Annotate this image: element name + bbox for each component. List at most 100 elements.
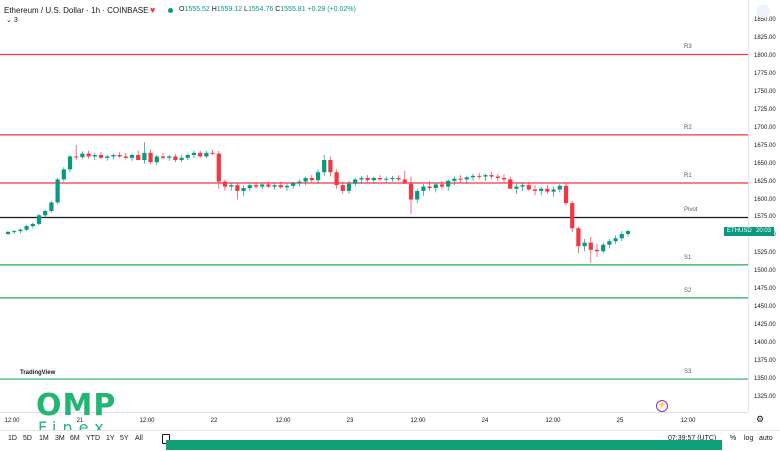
candle-body[interactable] (619, 233, 624, 239)
candle-body[interactable] (514, 186, 519, 189)
candle-body[interactable] (216, 153, 221, 182)
candle-body[interactable] (98, 155, 104, 158)
candle-body[interactable] (532, 189, 538, 191)
candle-body[interactable] (111, 155, 116, 157)
range-3m[interactable]: 3M (55, 435, 65, 442)
candle-body[interactable] (303, 177, 308, 182)
chart-menu-icon[interactable] (756, 4, 770, 18)
candle-body[interactable] (5, 231, 11, 234)
candle-body[interactable] (520, 185, 525, 187)
candle-body[interactable] (334, 172, 339, 186)
candle-body[interactable] (136, 155, 141, 161)
price-axis[interactable]: 1850.00 1825.00 1800.00 1775.00 1750.00 1725.… (748, 0, 780, 412)
candle-body[interactable] (142, 152, 147, 161)
range-5d[interactable]: 5D (23, 435, 32, 442)
range-5y[interactable]: 5Y (120, 435, 129, 442)
candle-body[interactable] (433, 184, 438, 189)
candle-body[interactable] (607, 241, 612, 245)
candle-body[interactable] (117, 155, 122, 157)
candle-body[interactable] (508, 179, 513, 189)
range-ytd[interactable]: YTD (86, 435, 100, 442)
candle-body[interactable] (359, 177, 364, 180)
candle-body[interactable] (613, 238, 618, 242)
candle-body[interactable] (92, 155, 97, 157)
candle-body[interactable] (495, 176, 500, 178)
candle-body[interactable] (315, 172, 321, 181)
candle-body[interactable] (551, 189, 556, 192)
candle-body[interactable] (129, 155, 135, 158)
candle-body[interactable] (43, 211, 48, 216)
candle-body[interactable] (446, 180, 451, 187)
candle-body[interactable] (346, 183, 352, 191)
candle-body[interactable] (625, 231, 631, 234)
range-1y[interactable]: 1Y (106, 435, 115, 442)
candle-body[interactable] (167, 156, 172, 158)
candle-body[interactable] (489, 175, 494, 177)
gear-icon[interactable]: ⚙ (756, 414, 765, 424)
candle-body[interactable] (210, 152, 215, 154)
candle-body[interactable] (80, 153, 85, 158)
candle-body[interactable] (483, 175, 488, 177)
candle-body[interactable] (594, 249, 600, 252)
candle-body[interactable] (61, 169, 66, 180)
candle-body[interactable] (557, 185, 562, 190)
candle-body[interactable] (501, 177, 507, 180)
percent-toggle[interactable]: % (730, 435, 737, 442)
candle-body[interactable] (86, 153, 91, 157)
candle-body[interactable] (229, 185, 234, 187)
clock-readout[interactable]: 07:39:57 (UTC) (668, 435, 717, 442)
candle-body[interactable] (191, 152, 197, 156)
candle-body[interactable] (545, 188, 550, 192)
bolt-icon[interactable]: ⚡ (656, 400, 668, 412)
candle-body[interactable] (179, 157, 184, 161)
candle-body[interactable] (198, 152, 203, 157)
candle-body[interactable] (570, 203, 575, 229)
candle-body[interactable] (309, 177, 314, 181)
candle-body[interactable] (235, 185, 240, 191)
candle-body[interactable] (123, 156, 128, 158)
indicator-toggle[interactable]: ⌄ 3 (6, 17, 18, 24)
candle-body[interactable] (328, 160, 333, 173)
candle-body[interactable] (173, 156, 178, 161)
candle-body[interactable] (427, 186, 432, 189)
candle-body[interactable] (154, 156, 159, 163)
candle-body[interactable] (105, 156, 110, 158)
range-1d[interactable]: 1D (8, 435, 17, 442)
candle-body[interactable] (539, 188, 544, 191)
range-1m[interactable]: 1M (39, 435, 49, 442)
candle-body[interactable] (464, 177, 469, 180)
candle-body[interactable] (421, 186, 426, 191)
candle-body[interactable] (297, 181, 302, 184)
candle-body[interactable] (526, 185, 531, 190)
price-chart[interactable] (0, 0, 748, 412)
candle-body[interactable] (260, 184, 265, 187)
candle-body[interactable] (322, 160, 327, 173)
candle-body[interactable] (18, 229, 23, 232)
candle-body[interactable] (241, 188, 246, 191)
candle-body[interactable] (371, 177, 376, 181)
candle-body[interactable] (588, 242, 593, 250)
range-all[interactable]: All (135, 435, 143, 442)
candle-body[interactable] (272, 185, 277, 187)
candle-body[interactable] (452, 178, 457, 181)
candle-body[interactable] (384, 178, 389, 180)
candle-body[interactable] (222, 181, 228, 187)
candle-body[interactable] (12, 231, 17, 233)
candle-body[interactable] (402, 179, 407, 184)
candle-body[interactable] (439, 184, 445, 187)
candle-body[interactable] (204, 152, 209, 157)
candle-body[interactable] (563, 185, 569, 204)
candle-body[interactable] (266, 184, 271, 187)
candle-body[interactable] (353, 179, 358, 184)
candle-body[interactable] (415, 190, 420, 200)
candle-body[interactable] (160, 156, 166, 158)
candle-body[interactable] (67, 156, 73, 170)
auto-toggle[interactable]: auto (759, 435, 773, 442)
candle-body[interactable] (247, 185, 252, 189)
time-axis[interactable]: 12:00 21 12:00 22 12:00 23 12:00 24 12:00 25 12:00 (0, 412, 748, 431)
candle-body[interactable] (377, 177, 383, 180)
candle-body[interactable] (185, 155, 190, 158)
candle-body[interactable] (601, 244, 606, 252)
candle-body[interactable] (74, 156, 79, 158)
candle-body[interactable] (396, 177, 401, 180)
